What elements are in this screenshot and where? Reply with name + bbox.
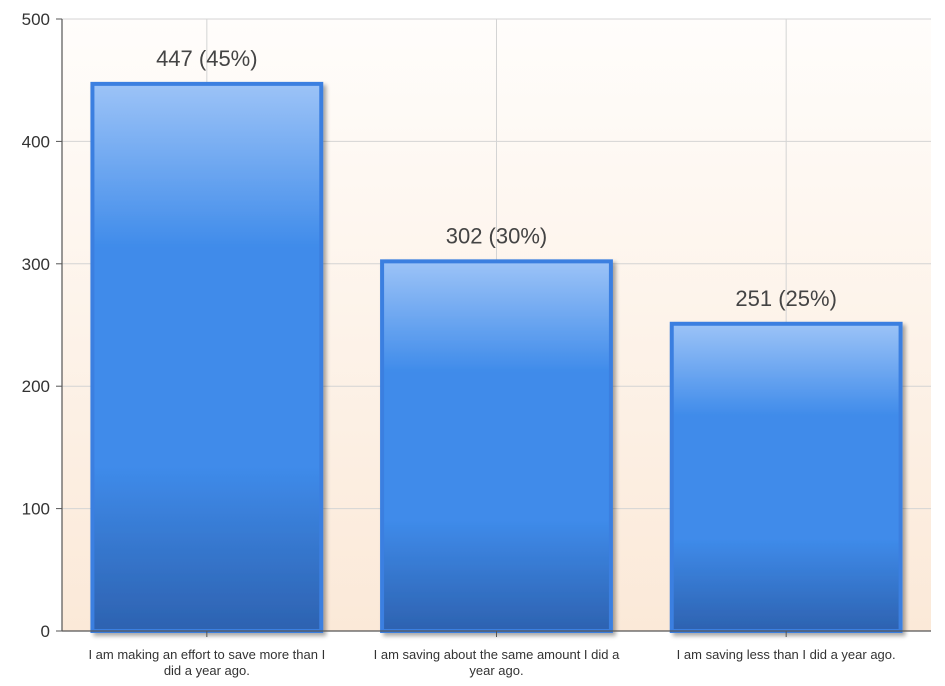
y-tick-label: 300 [22, 255, 50, 274]
data-label: 302 (30%) [446, 223, 548, 248]
data-label: 251 (25%) [735, 286, 837, 311]
x-tick-label: I am saving about the same amount I did … [374, 647, 620, 662]
x-tick-label: year ago. [469, 663, 523, 678]
axes [56, 18, 931, 637]
bar [90, 81, 324, 633]
x-tick-label: I am making an effort to save more than … [88, 647, 325, 662]
y-tick-label: 500 [22, 10, 50, 29]
y-tick-label: 100 [22, 500, 50, 519]
x-tick-label: did a year ago. [164, 663, 250, 678]
x-tick-label: I am saving less than I did a year ago. [677, 647, 896, 662]
y-tick-label: 400 [22, 132, 50, 151]
bars [90, 81, 903, 633]
bar [380, 259, 613, 633]
y-tick-label: 200 [22, 377, 50, 396]
data-label: 447 (45%) [156, 46, 258, 71]
y-tick-label: 0 [41, 622, 50, 641]
labels: 0 100 200 300 400 500 447 (45%) I am making an … [22, 10, 896, 678]
bar [669, 321, 903, 633]
